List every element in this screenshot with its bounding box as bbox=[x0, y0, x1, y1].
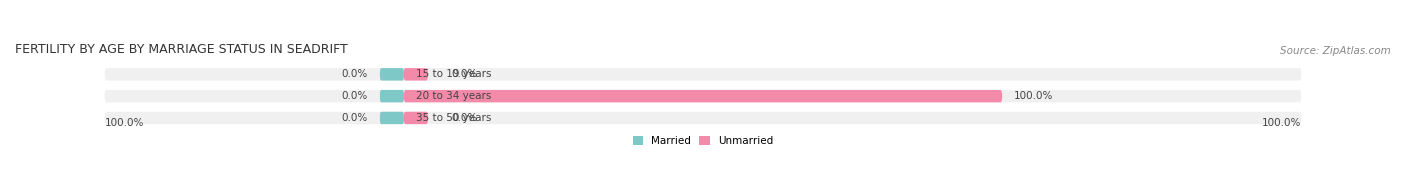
Text: 100.0%: 100.0% bbox=[104, 118, 143, 128]
Text: 100.0%: 100.0% bbox=[1263, 118, 1302, 128]
Legend: Married, Unmarried: Married, Unmarried bbox=[628, 132, 778, 150]
FancyBboxPatch shape bbox=[380, 90, 404, 102]
FancyBboxPatch shape bbox=[104, 112, 1302, 124]
FancyBboxPatch shape bbox=[404, 112, 427, 124]
FancyBboxPatch shape bbox=[404, 90, 1002, 102]
Text: 20 to 34 years: 20 to 34 years bbox=[416, 91, 491, 101]
Text: 100.0%: 100.0% bbox=[1014, 91, 1053, 101]
FancyBboxPatch shape bbox=[380, 112, 404, 124]
Text: 35 to 50 years: 35 to 50 years bbox=[416, 113, 491, 123]
Text: FERTILITY BY AGE BY MARRIAGE STATUS IN SEADRIFT: FERTILITY BY AGE BY MARRIAGE STATUS IN S… bbox=[15, 43, 347, 56]
Text: 0.0%: 0.0% bbox=[342, 113, 368, 123]
FancyBboxPatch shape bbox=[404, 68, 427, 81]
FancyBboxPatch shape bbox=[380, 68, 404, 81]
Text: Source: ZipAtlas.com: Source: ZipAtlas.com bbox=[1281, 46, 1391, 56]
FancyBboxPatch shape bbox=[104, 90, 1302, 102]
Text: 15 to 19 years: 15 to 19 years bbox=[416, 69, 491, 79]
Text: 0.0%: 0.0% bbox=[342, 69, 368, 79]
FancyBboxPatch shape bbox=[104, 68, 1302, 81]
Text: 0.0%: 0.0% bbox=[451, 69, 478, 79]
Text: 0.0%: 0.0% bbox=[451, 113, 478, 123]
Text: 0.0%: 0.0% bbox=[342, 91, 368, 101]
